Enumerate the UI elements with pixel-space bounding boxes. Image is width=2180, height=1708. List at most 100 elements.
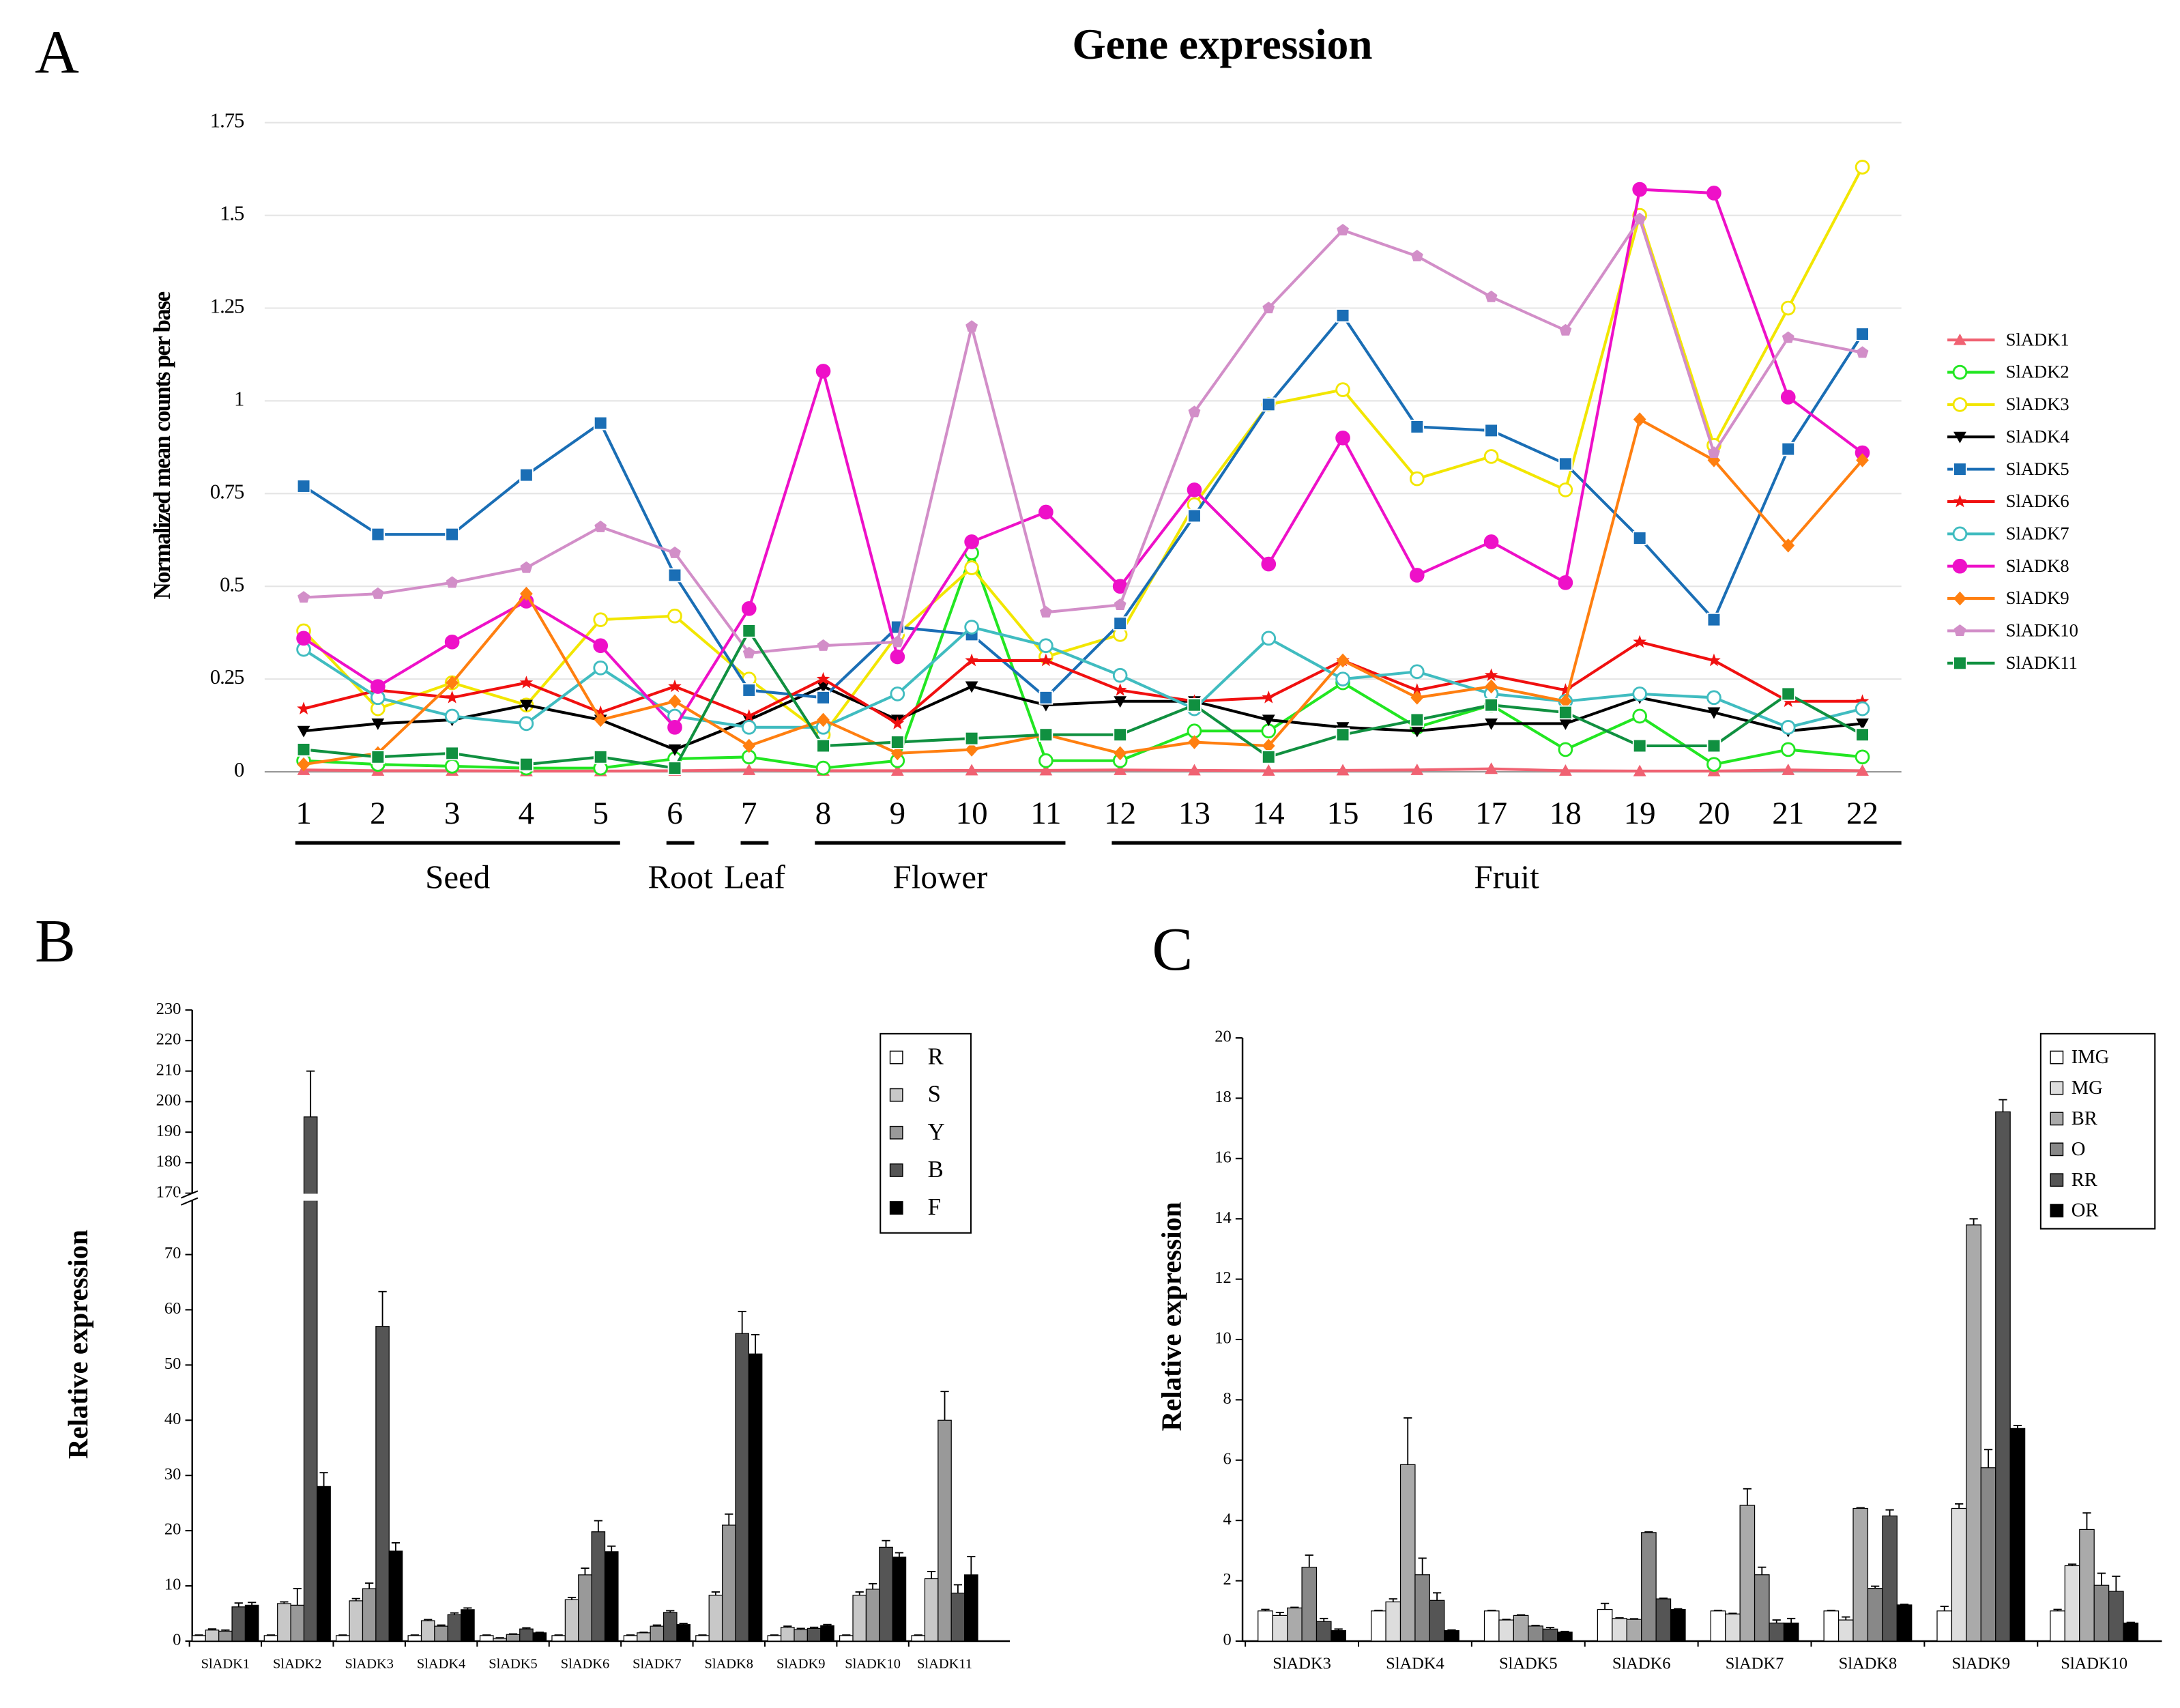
legend-label: O <box>2072 1139 2086 1160</box>
bar <box>1483 1610 1500 1642</box>
y-tick-label: 10 <box>164 1576 181 1594</box>
point <box>1039 764 1053 776</box>
bar <box>447 1614 462 1642</box>
series-line <box>303 417 1864 766</box>
x-tick-label: 19 <box>1624 796 1656 831</box>
x-tick-label: SlADK6 <box>561 1656 609 1671</box>
bar <box>637 1632 651 1642</box>
point <box>1559 764 1572 776</box>
legend-label: SlADK7 <box>2006 523 2069 543</box>
bar <box>806 1627 822 1642</box>
x-tick-label: SlADK8 <box>705 1656 753 1671</box>
bar <box>420 1620 435 1642</box>
point <box>669 546 681 558</box>
point <box>1558 482 1573 497</box>
point <box>815 760 831 776</box>
point <box>1038 727 1053 742</box>
point <box>965 742 978 757</box>
point <box>370 527 386 542</box>
x-tick-label: SlADK9 <box>776 1656 825 1671</box>
point <box>1780 390 1796 405</box>
x-tick-label: SlADK4 <box>1386 1654 1444 1673</box>
bar <box>708 1595 723 1642</box>
bar <box>1936 1610 1953 1642</box>
bar <box>623 1635 638 1642</box>
bar <box>1852 1507 1869 1642</box>
x-tick-label: SlADK6 <box>1612 1654 1671 1673</box>
point <box>519 676 534 689</box>
bar <box>349 1600 364 1642</box>
point <box>1782 763 1795 775</box>
point <box>1261 749 1276 764</box>
legend-label: SlADK3 <box>2006 394 2069 414</box>
x-tick-label: SlADK10 <box>2061 1654 2127 1673</box>
x-tick-label: 1 <box>295 796 311 831</box>
legend-label: SlADK11 <box>2006 652 2078 673</box>
legend-box <box>2039 1032 2156 1230</box>
y-tick-label: 60 <box>164 1299 181 1318</box>
point <box>1706 757 1721 772</box>
point <box>890 686 905 701</box>
bar <box>493 1638 507 1642</box>
point <box>1188 735 1201 749</box>
point <box>965 320 978 332</box>
x-tick-label: 3 <box>444 796 460 831</box>
legend-label: OR <box>2072 1200 2099 1221</box>
bar <box>336 1635 350 1642</box>
y-axis-label: Relative expression <box>63 1230 93 1459</box>
point <box>1782 538 1795 553</box>
bar <box>1528 1625 1543 1642</box>
bar <box>317 1486 331 1642</box>
point <box>371 718 385 730</box>
legend-swatch <box>2050 1142 2064 1157</box>
point <box>668 694 682 709</box>
point <box>519 467 534 482</box>
point <box>964 620 979 635</box>
point <box>1262 302 1275 314</box>
bar <box>1272 1615 1288 1642</box>
bar <box>1287 1607 1303 1642</box>
bar <box>2093 1584 2110 1642</box>
point <box>1558 742 1573 757</box>
point <box>520 586 533 601</box>
x-tick-label: 5 <box>592 796 608 831</box>
bar <box>2123 1622 2139 1642</box>
y-tick-label: 0 <box>1223 1631 1231 1649</box>
y-tick-label: 1.5 <box>220 202 244 225</box>
bar <box>1725 1613 1741 1642</box>
point <box>667 761 682 775</box>
y-tick-label: 220 <box>156 1030 181 1049</box>
bar <box>519 1628 534 1642</box>
y-tick-label: 180 <box>156 1153 181 1171</box>
x-tick-label: 9 <box>890 796 905 831</box>
legend-swatch <box>2050 1081 2064 1095</box>
point <box>1855 694 1870 708</box>
bar <box>676 1624 691 1642</box>
bar <box>1951 1507 1967 1642</box>
point <box>890 717 905 729</box>
y-tick-label: 1.75 <box>210 109 244 132</box>
bar <box>1769 1622 1785 1642</box>
x-tick-label: SlADK3 <box>1273 1654 1331 1673</box>
point <box>1187 508 1202 523</box>
point <box>1113 616 1127 631</box>
series-line <box>303 684 1863 751</box>
point <box>741 719 757 735</box>
legend-marker <box>1953 591 1966 606</box>
legend-marker <box>1952 558 1968 574</box>
x-tick-label: SlADK5 <box>1499 1654 1558 1673</box>
legend-swatch <box>889 1125 903 1140</box>
x-tick-label: SlADK8 <box>1839 1654 1898 1673</box>
point <box>1410 763 1424 775</box>
point <box>444 708 460 724</box>
bar <box>1670 1608 1686 1642</box>
point <box>890 764 904 776</box>
point <box>1038 638 1053 654</box>
legend-swatch <box>889 1163 903 1177</box>
point <box>1335 671 1350 686</box>
point <box>1781 442 1796 457</box>
point <box>964 560 979 575</box>
break-mark <box>181 1190 199 1199</box>
legend-marker <box>1952 526 1968 542</box>
point <box>815 364 831 379</box>
